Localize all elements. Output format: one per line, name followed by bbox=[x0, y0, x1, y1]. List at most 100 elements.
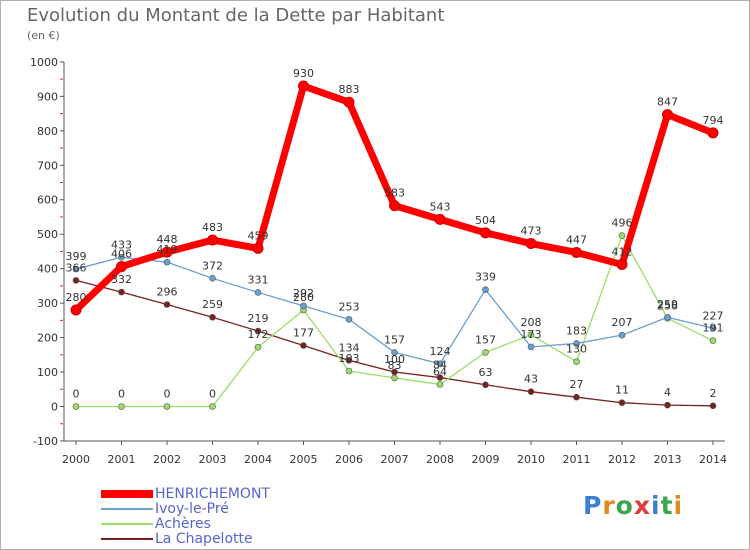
x-tick-label: 2010 bbox=[517, 453, 545, 466]
logo-letter: o bbox=[615, 491, 634, 520]
data-point bbox=[618, 399, 626, 407]
data-labels-layer: 2804064484834599308835835435044734474128… bbox=[66, 67, 724, 400]
data-point bbox=[709, 402, 717, 410]
logo-letter: P bbox=[583, 491, 603, 520]
data-point bbox=[345, 357, 353, 364]
data-point bbox=[436, 381, 444, 388]
y-tick-label: 0 bbox=[51, 401, 58, 414]
data-label: 331 bbox=[248, 273, 269, 286]
data-label: 883 bbox=[339, 83, 360, 96]
data-label: 63 bbox=[479, 366, 493, 379]
data-point bbox=[300, 342, 307, 349]
logo-letter: x bbox=[633, 491, 651, 520]
data-label: 208 bbox=[521, 316, 542, 329]
data-label: 227 bbox=[703, 309, 724, 322]
data-label: 83 bbox=[388, 359, 402, 372]
data-point bbox=[434, 213, 446, 225]
y-tick-label: 300 bbox=[37, 297, 58, 310]
x-tick-label: 2013 bbox=[654, 453, 682, 466]
data-point bbox=[527, 388, 535, 395]
y-tick-label: 500 bbox=[37, 228, 58, 241]
data-point bbox=[118, 288, 125, 296]
x-tick-label: 2006 bbox=[335, 453, 363, 466]
data-point bbox=[163, 258, 171, 266]
y-tick-label: 800 bbox=[37, 125, 58, 138]
data-label: 134 bbox=[339, 341, 360, 354]
data-point bbox=[391, 374, 398, 382]
data-label: 0 bbox=[164, 388, 171, 401]
x-tick-label: 2014 bbox=[699, 453, 727, 466]
data-label: 207 bbox=[612, 316, 633, 329]
data-point bbox=[436, 374, 444, 381]
data-label: 157 bbox=[475, 333, 496, 346]
data-label: 191 bbox=[703, 322, 724, 335]
data-label: 366 bbox=[66, 261, 87, 274]
x-tick-label: 2007 bbox=[381, 453, 409, 466]
data-label: 2 bbox=[710, 387, 717, 400]
data-label: 11 bbox=[615, 384, 629, 397]
data-point bbox=[116, 261, 127, 273]
data-point bbox=[345, 367, 353, 375]
data-point bbox=[163, 403, 171, 410]
series-line-1 bbox=[75, 256, 714, 365]
data-label: 27 bbox=[570, 378, 584, 391]
data-label: 412 bbox=[612, 246, 633, 259]
data-point bbox=[573, 358, 580, 366]
x-tick-label: 2012 bbox=[608, 453, 636, 466]
data-point bbox=[209, 313, 216, 321]
data-point bbox=[707, 127, 719, 139]
data-point bbox=[571, 246, 582, 258]
x-tick-label: 2011 bbox=[563, 453, 591, 466]
data-label: 433 bbox=[111, 238, 132, 251]
data-point bbox=[525, 238, 537, 250]
legend-swatch bbox=[101, 490, 153, 498]
data-point bbox=[300, 302, 307, 310]
data-label: 259 bbox=[657, 298, 678, 311]
data-point bbox=[70, 304, 82, 316]
data-label: 459 bbox=[248, 229, 269, 242]
legend-swatch bbox=[101, 523, 153, 525]
legend-label: La Chapelotte bbox=[155, 531, 253, 547]
data-label: 419 bbox=[157, 243, 178, 256]
data-point bbox=[662, 109, 673, 121]
legend-item: Ivoy-le-Pré bbox=[101, 502, 229, 516]
data-label: 543 bbox=[430, 200, 451, 213]
data-label: 280 bbox=[66, 291, 87, 304]
legend-label: Achères bbox=[155, 516, 211, 532]
data-point bbox=[482, 381, 489, 389]
x-tick-label: 2009 bbox=[472, 453, 500, 466]
x-tick-label: 2003 bbox=[199, 453, 227, 466]
data-label: 372 bbox=[202, 259, 223, 272]
data-point bbox=[664, 401, 671, 409]
data-point bbox=[252, 242, 264, 254]
y-tick-label: 900 bbox=[37, 90, 58, 103]
series-layer bbox=[70, 80, 719, 410]
legend-label: HENRICHEMONT bbox=[155, 486, 270, 502]
data-label: 157 bbox=[384, 333, 405, 346]
x-tick-label: 2008 bbox=[426, 453, 454, 466]
data-point bbox=[573, 393, 580, 401]
x-tick-label: 2002 bbox=[153, 453, 181, 466]
data-label: 483 bbox=[202, 221, 223, 234]
data-label: 256 bbox=[657, 299, 678, 312]
data-point bbox=[209, 275, 216, 282]
data-point bbox=[391, 349, 398, 356]
data-label: 447 bbox=[566, 233, 587, 246]
data-point bbox=[161, 246, 173, 258]
legend-item: Achères bbox=[101, 517, 211, 531]
data-label: 183 bbox=[566, 324, 587, 337]
logo-letter: t bbox=[660, 491, 674, 520]
data-label: 280 bbox=[293, 291, 314, 304]
y-tick-label: 700 bbox=[37, 159, 58, 172]
data-label: 259 bbox=[202, 298, 223, 311]
data-label: 219 bbox=[248, 312, 269, 325]
data-point bbox=[72, 403, 80, 410]
chart-title: Evolution du Montant de la Dette par Hab… bbox=[27, 5, 445, 26]
data-point bbox=[618, 331, 626, 339]
proxiti-logo: Proxiti bbox=[583, 491, 683, 520]
data-point bbox=[573, 340, 580, 347]
data-label: 253 bbox=[339, 300, 360, 313]
data-label: 0 bbox=[118, 388, 125, 401]
data-label: 100 bbox=[384, 353, 405, 366]
